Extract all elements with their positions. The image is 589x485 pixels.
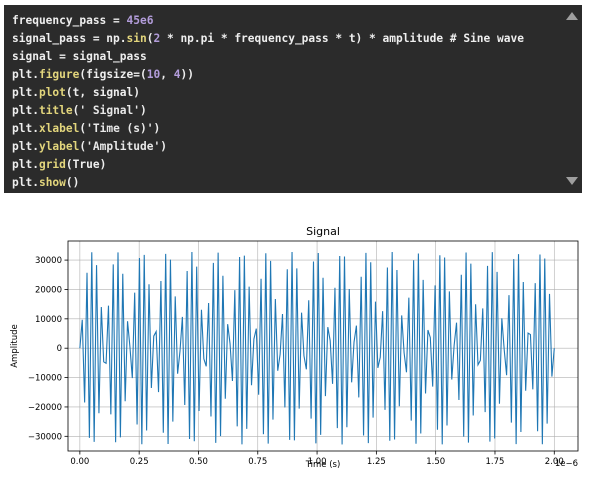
x-axis-label: Time (s) <box>305 460 341 470</box>
code-token: , <box>160 68 174 81</box>
code-editor[interactable]: frequency_pass = 45e6 signal_pass = np.si… <box>12 12 560 189</box>
code-line: signal_pass = np.sin(2 * np.pi * frequen… <box>12 30 560 48</box>
y-tick-label: −10000 <box>28 374 62 384</box>
code-token: (figsize=( <box>79 68 147 81</box>
code-token: ' Signal' <box>79 104 141 117</box>
scroll-up-icon[interactable] <box>566 12 578 20</box>
x-tick-label: 0.25 <box>130 457 149 467</box>
code-token: plt. <box>12 122 39 135</box>
code-token: ) <box>140 104 147 117</box>
code-token: frequency_pass = <box>12 14 127 27</box>
code-token: 10 <box>146 68 161 81</box>
x-tick-label: 0.75 <box>248 457 267 467</box>
code-token: 'Amplitude' <box>86 140 161 153</box>
code-token: ( <box>146 32 154 45</box>
code-line: plt.grid(True) <box>12 156 560 174</box>
code-token: ( <box>79 122 87 135</box>
y-axis-label: Amplitude <box>10 324 20 368</box>
code-line: plt.ylabel('Amplitude') <box>12 138 560 156</box>
code-token: plt. <box>12 104 39 117</box>
signal-series-line <box>79 251 555 445</box>
grid-lines <box>68 241 578 451</box>
chart-title: Signal <box>306 225 340 238</box>
code-scrollbar[interactable] <box>562 5 582 193</box>
code-line: plt.show() <box>12 174 560 192</box>
x-tick-label: 2.00 <box>545 457 564 467</box>
code-line: plt.xlabel('Time (s)') <box>12 120 560 138</box>
x-tick-label: 0.00 <box>70 457 89 467</box>
code-token: plt. <box>12 68 39 81</box>
code-token: signal = signal_pass <box>12 50 147 63</box>
code-token: signal_pass = np. <box>12 32 127 45</box>
series-layer <box>79 251 555 445</box>
code-token: ylabel <box>38 140 80 153</box>
code-token: ) <box>160 140 167 153</box>
y-tick-label: −20000 <box>28 403 62 413</box>
code-token: plt. <box>12 86 39 99</box>
code-token: 'Time (s)' <box>86 122 154 135</box>
code-token: 45e6 <box>126 14 154 27</box>
code-token: plt. <box>12 158 39 171</box>
x-tick-label: 0.50 <box>189 457 208 467</box>
x-offset-label: 1e−6 <box>555 459 578 469</box>
y-tick-label: −30000 <box>28 432 62 442</box>
code-token: ( <box>72 104 80 117</box>
code-token: () <box>65 176 80 189</box>
x-tick-label: 1.75 <box>486 457 505 467</box>
y-tick-label: 10000 <box>35 315 62 325</box>
code-line: signal = signal_pass <box>12 48 560 66</box>
code-token: plt. <box>12 140 39 153</box>
plot-frame <box>67 240 579 452</box>
tick-layer: 0.00 0.25 0.50 0.75 1.00 1.25 1.50 1.75 2.00 −300… <box>28 256 564 467</box>
x-tick-label: 1.25 <box>367 457 386 467</box>
code-line: plt.plot(t, signal) <box>12 84 560 102</box>
code-token: 4 <box>173 68 181 81</box>
code-token: )) <box>180 68 194 81</box>
code-token: show <box>38 176 66 189</box>
code-token: title <box>38 104 73 117</box>
code-token: (True) <box>65 158 107 171</box>
code-token: xlabel <box>38 122 80 135</box>
y-tick-label: 20000 <box>35 285 62 295</box>
code-line: plt.figure(figsize=(10, 4)) <box>12 66 560 84</box>
code-token: plot <box>38 86 66 99</box>
code-token: 2 <box>153 32 161 45</box>
x-tick-label: 1.00 <box>308 457 327 467</box>
x-tick-label: 1.50 <box>426 457 445 467</box>
code-token: figure <box>38 68 80 81</box>
code-line: plt.title(' Signal') <box>12 102 560 120</box>
code-token: (t, signal) <box>65 86 140 99</box>
scroll-down-icon[interactable] <box>566 177 578 185</box>
y-tick-label: 0 <box>57 344 62 354</box>
code-token: ) <box>153 122 161 135</box>
code-token: plt. <box>12 176 39 189</box>
code-token: ( <box>79 140 87 153</box>
code-line: frequency_pass = 45e6 <box>12 12 560 30</box>
plot-output: 0.00 0.25 0.50 0.75 1.00 1.25 1.50 1.75 2.00 −300… <box>0 215 589 481</box>
code-token: * np.pi * frequency_pass * t) * amplitud… <box>160 32 524 45</box>
code-token: grid <box>38 158 66 171</box>
code-token: sin <box>126 32 147 45</box>
signal-chart: 0.00 0.25 0.50 0.75 1.00 1.25 1.50 1.75 2.00 −300… <box>10 225 579 470</box>
y-tick-label: 30000 <box>35 256 62 266</box>
code-cell[interactable]: frequency_pass = 45e6 signal_pass = np.si… <box>4 5 582 193</box>
